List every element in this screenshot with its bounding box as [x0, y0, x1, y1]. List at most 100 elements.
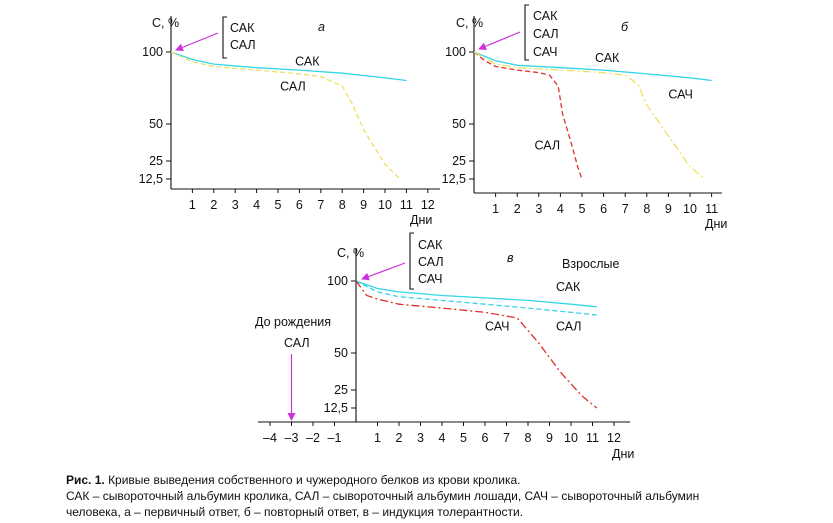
caption-line-3: человека, а – первичный ответ, б – повто…	[66, 505, 524, 519]
panel-c-x-tick-label: –2	[306, 431, 320, 445]
chart-panel-b: 100 50 25 12,5 1 2 3 4 5 6 7 8 9 10 11 C, % Дни б САК САЛ СА…	[442, 4, 727, 231]
panel-a-x-tick-label: 1	[189, 198, 196, 212]
panel-c-x-tick-label: 10	[564, 431, 578, 445]
panel-b-x-tick-label: 2	[514, 202, 521, 216]
panel-a-y-axis-label: C, %	[152, 16, 179, 30]
panel-b-legend-entry: САЧ	[533, 45, 557, 59]
panel-c-y-tick-label: 50	[334, 346, 348, 360]
panel-c-curve-label: САК	[556, 280, 581, 294]
panel-c-x-tick-label: 5	[460, 431, 467, 445]
panel-c-x-tick-label: 2	[396, 431, 403, 445]
panel-a-y-tick-label: 50	[149, 117, 163, 131]
panel-a-x-tick-label: 8	[339, 198, 346, 212]
panel-b-x-tick-label: 11	[705, 202, 718, 216]
panel-b-y-tick-label: 100	[445, 45, 466, 59]
panel-b-x-tick-label: 3	[535, 202, 542, 216]
panel-b-legend-bracket	[524, 4, 529, 61]
panel-c-legend-bracket	[409, 232, 414, 290]
panel-c-legend-entry: САЛ	[418, 255, 444, 269]
panel-c-series-САЛ	[355, 280, 597, 316]
panel-a-x-axis-label: Дни	[410, 213, 432, 227]
panel-a-series-САК	[170, 51, 407, 82]
panel-b-x-tick-label: 1	[492, 202, 499, 216]
panel-b-x-axis-label: Дни	[705, 217, 727, 231]
panel-a-legend-bracket	[222, 16, 227, 59]
panel-a-letter: а	[318, 20, 325, 34]
panel-b-x-tick-label: 6	[600, 202, 607, 216]
panel-c-letter: в	[507, 251, 514, 265]
panel-c-x-tick-label: 7	[503, 431, 510, 445]
panel-c-legend-entry: САК	[418, 238, 443, 252]
panel-b-x-tick-label: 4	[557, 202, 564, 216]
annotation-before-birth: До рождения	[255, 315, 331, 329]
panel-a-x-tick-label: 6	[296, 198, 303, 212]
panel-a-x-tick-label: 4	[253, 198, 260, 212]
panel-a-x-tick-label: 11	[400, 198, 413, 212]
panel-a-y-tick-label: 25	[149, 154, 163, 168]
annotation-adults: Взрослые	[562, 257, 620, 271]
panel-a-y-tick-label: 100	[142, 45, 163, 59]
panel-a-x-tick-label: 12	[421, 198, 435, 212]
panel-c-x-tick-label: 9	[546, 431, 553, 445]
panel-c-x-tick-label: 11	[586, 431, 599, 445]
panel-b-x-tick-label: 9	[665, 202, 672, 216]
panel-c-y-tick-label: 100	[327, 274, 348, 288]
annotation-birth-sal: САЛ	[284, 336, 310, 350]
panel-a-x-tick-label: 3	[232, 198, 239, 212]
panel-a-x-tick-label: 7	[317, 198, 324, 212]
panel-c-x-tick-label: 1	[374, 431, 381, 445]
panel-b-legend-entry: САК	[533, 9, 558, 23]
panel-c-y-tick-label: 12,5	[324, 401, 348, 415]
panel-c-x-tick-label: 12	[607, 431, 621, 445]
panel-c-curve-label: САЧ	[485, 320, 509, 334]
panel-b-series-САЛ	[473, 51, 583, 180]
panel-a-curve-label: САК	[295, 54, 320, 68]
panel-b-y-tick-label: 25	[452, 154, 466, 168]
panel-c-series-САЧ	[355, 280, 598, 409]
panel-b-series-САК	[473, 51, 712, 82]
panel-a-legend-arrow	[175, 32, 219, 52]
panel-b-x-tick-label: 8	[643, 202, 650, 216]
panel-a-x-tick-label: 9	[360, 198, 367, 212]
panel-b-curve-label: САЧ	[668, 87, 692, 101]
panel-c-y-axis-label: C, %	[337, 246, 364, 260]
panel-a-x-tick-label: 10	[378, 198, 392, 212]
panel-b-legend-arrow	[478, 31, 521, 51]
panel-a-y-tick-label: 12,5	[139, 172, 163, 186]
panel-c-x-tick-label: –1	[328, 431, 342, 445]
panel-c-x-axis-label: Дни	[612, 447, 634, 461]
panel-c-series-САК	[355, 280, 597, 308]
panel-a-x-tick-label: 2	[210, 198, 217, 212]
panel-b-x-tick-label: 5	[579, 202, 586, 216]
panel-c-x-tick-label: 6	[482, 431, 489, 445]
caption-line-2: САК – сывороточный альбумин кролика, САЛ…	[66, 489, 700, 503]
panel-c-x-tick-label: –4	[263, 431, 277, 445]
panel-c-legend-arrow	[361, 262, 406, 281]
panel-c-x-tick-label: –3	[285, 431, 299, 445]
caption-line-1: Рис. 1. Кривые выведения собственного и …	[66, 472, 826, 488]
panel-a-x-tick-label: 5	[275, 198, 282, 212]
panel-b-x-tick-label: 7	[622, 202, 629, 216]
panel-b-curve-label: САК	[595, 51, 620, 65]
panel-b-y-axis-label: C, %	[456, 16, 483, 30]
panel-a-legend-entry: САК	[230, 21, 255, 35]
panel-b-y-tick-label: 12,5	[442, 172, 466, 186]
panel-c-x-tick-label: 4	[439, 431, 446, 445]
panel-b-curve-label: САЛ	[534, 139, 560, 153]
figure-caption: Рис. 1. Кривые выведения собственного и …	[66, 472, 826, 520]
caption-title: Кривые выведения собственного и чужеродн…	[104, 473, 521, 487]
panel-b-series-САЧ	[473, 51, 706, 180]
panel-c-x-tick-label: 3	[417, 431, 424, 445]
panel-b-legend-entry: САЛ	[533, 27, 559, 41]
panel-c-y-tick-label: 25	[334, 383, 348, 397]
panel-a-legend-entry: САЛ	[230, 38, 256, 52]
panel-c-curve-label: САЛ	[556, 320, 582, 334]
panel-c-legend-entry: САЧ	[418, 272, 442, 286]
panel-b-y-tick-label: 50	[452, 117, 466, 131]
panel-a-series-САЛ	[170, 51, 401, 180]
panel-b-x-tick-label: 10	[683, 202, 697, 216]
panel-c-x-tick-label: 8	[525, 431, 532, 445]
caption-figure-number: Рис. 1.	[66, 473, 105, 487]
